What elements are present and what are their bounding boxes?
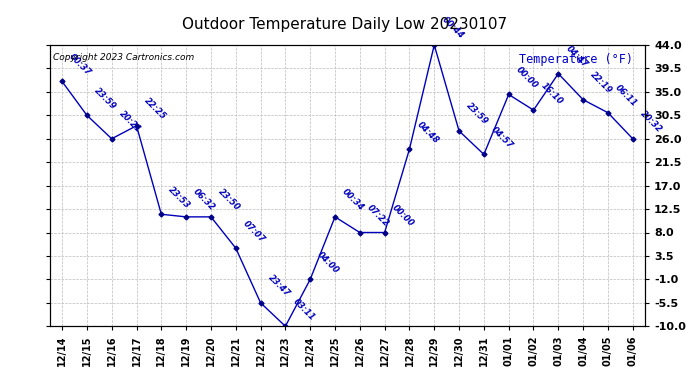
- Text: 00:37: 00:37: [68, 52, 93, 77]
- Text: 20:21: 20:21: [117, 109, 143, 135]
- Text: 00:44: 00:44: [440, 15, 465, 41]
- Text: 20:32: 20:32: [638, 109, 664, 135]
- Text: 06:32: 06:32: [192, 188, 217, 213]
- Text: 06:11: 06:11: [613, 83, 639, 108]
- Text: 04:48: 04:48: [415, 120, 440, 145]
- Text: 16:10: 16:10: [539, 81, 564, 106]
- Text: 07:22: 07:22: [366, 203, 391, 228]
- Text: 22:19: 22:19: [589, 70, 614, 96]
- Text: Temperature (°F): Temperature (°F): [520, 54, 633, 66]
- Text: 03:11: 03:11: [291, 297, 316, 322]
- Text: 04:57: 04:57: [489, 125, 515, 150]
- Text: 23:47: 23:47: [266, 273, 291, 298]
- Text: Outdoor Temperature Daily Low 20230107: Outdoor Temperature Daily Low 20230107: [182, 17, 508, 32]
- Text: 00:34: 00:34: [341, 188, 366, 213]
- Text: Copyright 2023 Cartronics.com: Copyright 2023 Cartronics.com: [52, 54, 194, 62]
- Text: 23:53: 23:53: [167, 185, 193, 210]
- Text: 04:47: 04:47: [564, 44, 589, 69]
- Text: 23:59: 23:59: [92, 86, 118, 111]
- Text: 22:25: 22:25: [142, 96, 168, 122]
- Text: 04:00: 04:00: [316, 250, 341, 275]
- Text: 23:59: 23:59: [464, 101, 490, 127]
- Text: 23:50: 23:50: [217, 188, 242, 213]
- Text: 00:00: 00:00: [514, 65, 540, 90]
- Text: 00:00: 00:00: [390, 203, 415, 228]
- Text: 07:07: 07:07: [241, 219, 267, 244]
